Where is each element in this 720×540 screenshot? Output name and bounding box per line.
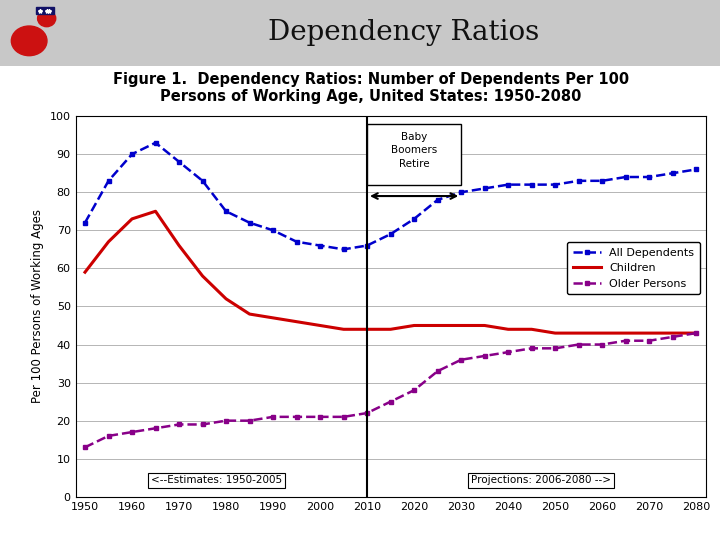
FancyBboxPatch shape <box>36 6 54 15</box>
Older Persons <box>292 414 301 420</box>
Children <box>81 269 89 275</box>
All Dependents <box>316 242 325 249</box>
Children <box>175 242 184 249</box>
All Dependents <box>81 219 89 226</box>
All Dependents <box>598 178 606 184</box>
Children <box>456 322 465 329</box>
Line: Children: Children <box>85 211 696 333</box>
Children <box>127 215 136 222</box>
Older Persons <box>480 353 489 359</box>
All Dependents <box>551 181 559 188</box>
All Dependents <box>104 178 113 184</box>
All Dependents <box>127 151 136 158</box>
Children <box>621 330 630 336</box>
Children <box>151 208 160 214</box>
Text: Projections: 2006-2080 -->: Projections: 2006-2080 --> <box>471 475 611 485</box>
Children <box>198 273 207 279</box>
Older Persons <box>175 421 184 428</box>
Children <box>410 322 418 329</box>
Children <box>316 322 325 329</box>
Older Persons <box>410 387 418 394</box>
Children <box>104 239 113 245</box>
Older Persons <box>387 399 395 405</box>
Older Persons <box>81 444 89 450</box>
All Dependents <box>575 178 583 184</box>
Older Persons <box>621 338 630 344</box>
Older Persons <box>456 356 465 363</box>
Text: Figure 1.  Dependency Ratios: Number of Dependents Per 100
Persons of Working Ag: Figure 1. Dependency Ratios: Number of D… <box>113 72 629 104</box>
Children <box>480 322 489 329</box>
All Dependents <box>410 215 418 222</box>
All Dependents <box>175 159 184 165</box>
All Dependents <box>222 208 230 214</box>
Children <box>645 330 654 336</box>
Older Persons <box>127 429 136 435</box>
Older Persons <box>551 345 559 352</box>
Older Persons <box>246 417 254 424</box>
Text: <--Estimates: 1950-2005: <--Estimates: 1950-2005 <box>151 475 282 485</box>
All Dependents <box>363 242 372 249</box>
All Dependents <box>456 189 465 195</box>
Older Persons <box>692 330 701 336</box>
All Dependents <box>387 231 395 238</box>
Older Persons <box>363 410 372 416</box>
Children <box>692 330 701 336</box>
Older Persons <box>575 341 583 348</box>
All Dependents <box>668 170 677 177</box>
Ellipse shape <box>37 10 55 26</box>
All Dependents <box>527 181 536 188</box>
All Dependents <box>246 219 254 226</box>
Children <box>504 326 513 333</box>
All Dependents <box>198 178 207 184</box>
Children <box>551 330 559 336</box>
All Dependents <box>151 139 160 146</box>
Older Persons <box>316 414 325 420</box>
Text: Dependency Ratios: Dependency Ratios <box>268 19 539 46</box>
All Dependents <box>621 174 630 180</box>
Older Persons <box>339 414 348 420</box>
Children <box>269 315 277 321</box>
All Dependents <box>269 227 277 233</box>
All Dependents <box>504 181 513 188</box>
Children <box>433 322 442 329</box>
Older Persons <box>198 421 207 428</box>
Line: Older Persons: Older Persons <box>83 330 698 450</box>
All Dependents <box>692 166 701 173</box>
Children <box>527 326 536 333</box>
Children <box>292 319 301 325</box>
Older Persons <box>104 433 113 439</box>
Older Persons <box>433 368 442 374</box>
FancyBboxPatch shape <box>367 124 461 185</box>
Older Persons <box>222 417 230 424</box>
Y-axis label: Per 100 Persons of Working Ages: Per 100 Persons of Working Ages <box>31 210 44 403</box>
Older Persons <box>151 425 160 431</box>
Children <box>246 311 254 318</box>
All Dependents <box>480 185 489 192</box>
Older Persons <box>504 349 513 355</box>
Children <box>339 326 348 333</box>
Children <box>387 326 395 333</box>
Older Persons <box>269 414 277 420</box>
Children <box>668 330 677 336</box>
Older Persons <box>598 341 606 348</box>
Children <box>575 330 583 336</box>
All Dependents <box>433 197 442 203</box>
Ellipse shape <box>12 26 47 56</box>
Line: All Dependents: All Dependents <box>83 140 698 252</box>
Older Persons <box>527 345 536 352</box>
Text: Baby
Boomers
Retire: Baby Boomers Retire <box>391 132 437 168</box>
Children <box>222 295 230 302</box>
All Dependents <box>339 246 348 253</box>
All Dependents <box>645 174 654 180</box>
All Dependents <box>292 239 301 245</box>
Older Persons <box>668 334 677 340</box>
Children <box>363 326 372 333</box>
Legend: All Dependents, Children, Older Persons: All Dependents, Children, Older Persons <box>567 242 700 294</box>
Children <box>598 330 606 336</box>
Older Persons <box>645 338 654 344</box>
